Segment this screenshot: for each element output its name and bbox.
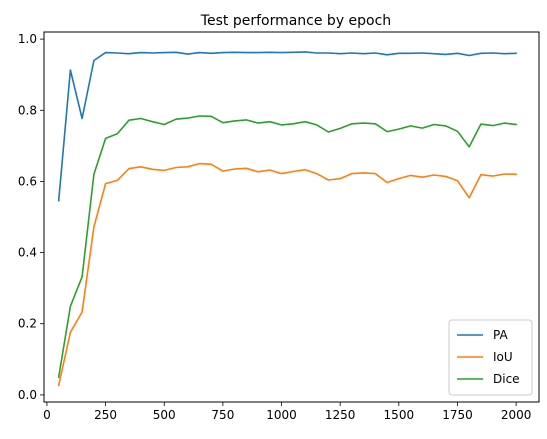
y-tick-label: 0.4: [18, 246, 37, 260]
legend-label-dice: Dice: [493, 372, 520, 386]
series-line-pa: [57, 51, 517, 202]
plot-frame: [43, 31, 540, 403]
x-tick-label: 1500: [384, 408, 415, 422]
x-tick-label: 1750: [442, 408, 473, 422]
axis-ticks: 0 250 500 750 1000 1250 1500 1750 2000 0.0 0.2 0.4 0…: [18, 32, 531, 422]
x-tick-label: 250: [94, 408, 117, 422]
y-tick-label: 0.8: [18, 103, 37, 117]
legend-label-pa: PA: [493, 328, 508, 342]
x-tick-label: 750: [211, 408, 234, 422]
x-tick-label: 2000: [501, 408, 532, 422]
plot-lines: [57, 51, 517, 387]
x-tick-label: 0: [43, 408, 51, 422]
x-tick-label: 1000: [266, 408, 297, 422]
y-tick-label: 0.6: [18, 174, 37, 188]
series-line-iou: [57, 162, 517, 387]
legend-box: [448, 319, 533, 396]
x-tick-label: 500: [153, 408, 176, 422]
chart-title: Test performance by epoch: [200, 13, 391, 29]
y-tick-label: 1.0: [18, 32, 37, 46]
legend-label-iou: IoU: [493, 350, 513, 364]
y-tick-label: 0.0: [18, 388, 37, 402]
series-line-dice: [57, 115, 517, 379]
legend: PA IoU Dice: [448, 319, 533, 396]
y-tick-label: 0.2: [18, 317, 37, 331]
x-tick-label: 1250: [325, 408, 356, 422]
